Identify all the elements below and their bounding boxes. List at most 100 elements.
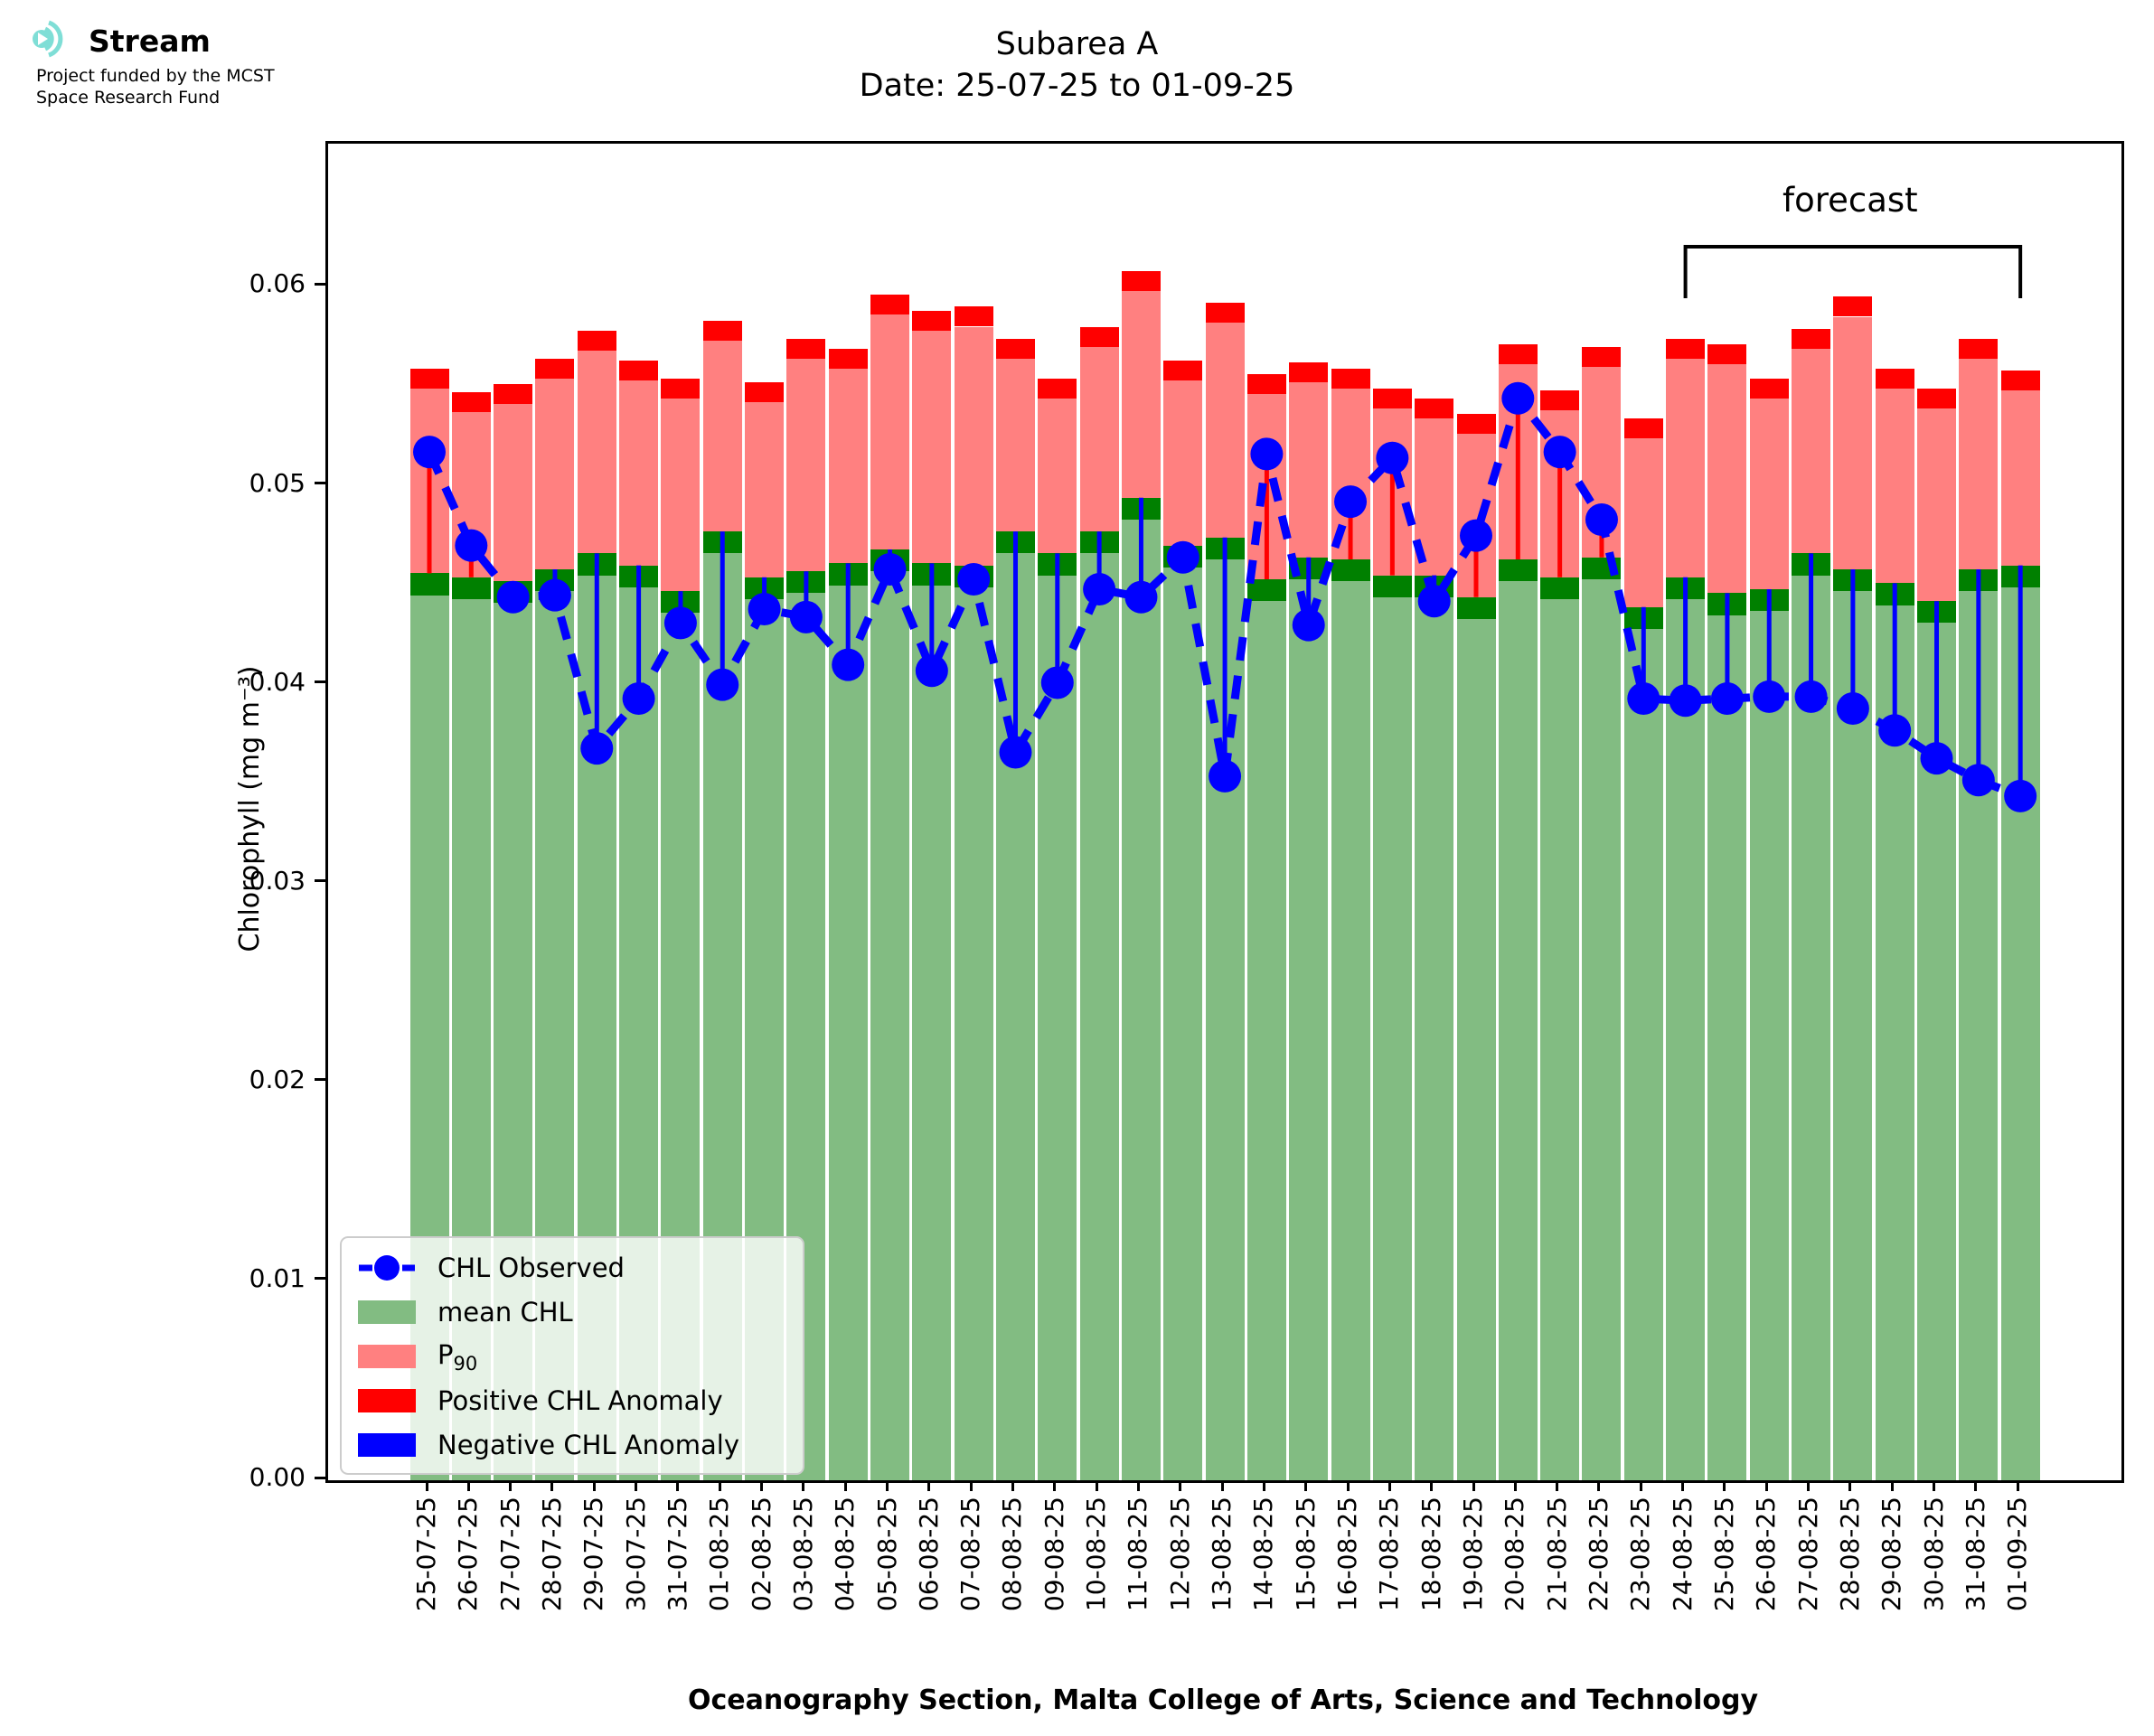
x-tick-label: 17-08-25 — [1374, 1497, 1405, 1612]
series-layer — [413, 245, 2037, 812]
bar-p90 — [1833, 316, 1873, 569]
bar-p90 — [1121, 290, 1161, 498]
x-tick-mark — [1974, 1480, 1978, 1491]
chl-observed-line — [425, 389, 2022, 801]
x-tick-mark — [760, 1480, 764, 1491]
y-tick-label: 0.01 — [249, 1262, 306, 1293]
legend-item-positive-chl-anomaly: Positive CHL Anomaly — [358, 1380, 803, 1422]
x-tick-mark — [969, 1480, 973, 1491]
bar-p90-cap — [1205, 303, 1245, 324]
x-tick-mark — [1387, 1480, 1391, 1491]
bar-p90 — [577, 350, 616, 554]
bar-p90 — [995, 358, 1035, 532]
bar-p90 — [870, 314, 910, 549]
bar-p90-cap — [619, 360, 659, 380]
x-tick-mark — [802, 1480, 805, 1491]
y-tick-mark — [315, 680, 325, 684]
chl-observed-marker — [1669, 684, 1702, 718]
chl-observed-marker — [832, 648, 865, 681]
y-tick-mark — [315, 1078, 325, 1082]
bar-p90 — [1875, 388, 1914, 584]
bar-mean-chl — [1540, 599, 1580, 1480]
chl-observed-marker — [999, 736, 1032, 769]
chl-observed-marker — [1753, 680, 1786, 713]
x-tick-mark — [1723, 1480, 1726, 1491]
bar-p90 — [912, 330, 952, 564]
funding-text: Project funded by the MCST Space Researc… — [36, 65, 275, 108]
bar-mean-chl — [954, 586, 993, 1480]
x-tick-label: 28-07-25 — [536, 1497, 567, 1612]
bar-mean-chl — [1749, 611, 1789, 1480]
y-axis-label: Chlorophyll (mg m⁻³) — [234, 665, 266, 952]
x-tick-mark — [425, 1480, 428, 1491]
chl-observed-marker — [2004, 779, 2037, 812]
chl-observed-marker — [1836, 692, 1869, 726]
chl-observed-marker — [622, 682, 655, 716]
y-tick-mark — [315, 1277, 325, 1281]
chl-observed-marker — [1501, 381, 1535, 415]
x-tick-mark — [592, 1480, 596, 1491]
legend-label: Positive CHL Anomaly — [437, 1385, 723, 1416]
legend-item-chl-observed: CHL Observed — [358, 1247, 803, 1289]
x-tick-label: 31-08-25 — [1960, 1497, 1990, 1612]
bar-p90-cap — [1289, 362, 1329, 383]
bar-p90 — [1079, 346, 1119, 532]
x-tick-label: 14-08-25 — [1248, 1497, 1279, 1612]
chl-observed-marker — [1710, 682, 1744, 716]
chl-observed-marker — [1920, 742, 1953, 775]
bar-mean-chl — [828, 585, 868, 1480]
bar-p90-cap — [1540, 389, 1580, 410]
legend-patch-swatch — [358, 1433, 416, 1457]
legend-line-swatch — [359, 1255, 415, 1281]
x-tick-mark — [1136, 1480, 1140, 1491]
legend-label: Negative CHL Anomaly — [437, 1430, 739, 1460]
chl-observed-marker — [1585, 502, 1618, 536]
funding-line-2: Space Research Fund — [36, 88, 221, 108]
bar-p90 — [1163, 380, 1203, 546]
x-tick-mark — [676, 1480, 680, 1491]
y-tick-label: 0.06 — [249, 268, 306, 299]
bar-p90-cap — [745, 382, 785, 403]
x-tick-mark — [1597, 1480, 1601, 1491]
stream-logo-text: Stream — [89, 23, 211, 59]
bar-mean-chl-cap — [1540, 577, 1580, 600]
bar-p90-cap — [1121, 270, 1161, 291]
x-tick-label: 15-08-25 — [1290, 1497, 1321, 1612]
x-tick-mark — [1179, 1480, 1182, 1491]
x-tick-label: 01-09-25 — [2002, 1497, 2033, 1612]
x-tick-mark — [1095, 1480, 1098, 1491]
chl-observed-marker — [1334, 485, 1368, 519]
bar-p90 — [954, 326, 993, 566]
bar-p90-cap — [2000, 370, 2040, 390]
y-tick-label: 0.00 — [249, 1462, 306, 1492]
legend: CHL Observed mean CHL P90 Positive CHL Anom… — [340, 1236, 804, 1475]
x-tick-label: 08-08-25 — [997, 1497, 1028, 1612]
x-tick-label: 04-08-25 — [830, 1497, 861, 1612]
x-tick-label: 26-08-25 — [1751, 1497, 1782, 1612]
x-tick-label: 12-08-25 — [1164, 1497, 1195, 1612]
funding-line-1: Project funded by the MCST — [36, 66, 275, 86]
x-tick-label: 03-08-25 — [787, 1497, 818, 1612]
chl-observed-marker — [1961, 764, 1995, 797]
bar-p90-cap — [1415, 398, 1454, 418]
bar-p90 — [1623, 437, 1663, 607]
x-tick-label: 16-08-25 — [1332, 1497, 1363, 1612]
chl-observed-marker — [1292, 608, 1325, 642]
bar-mean-chl — [1415, 596, 1454, 1480]
x-tick-label: 26-07-25 — [453, 1497, 484, 1612]
x-tick-mark — [718, 1480, 721, 1491]
bar-p90-cap — [1582, 346, 1622, 367]
bar-p90-cap — [1917, 388, 1957, 408]
x-tick-mark — [1346, 1480, 1350, 1491]
bar-p90 — [745, 402, 785, 577]
x-tick-mark — [1513, 1480, 1517, 1491]
bar-p90 — [1707, 364, 1747, 594]
bar-p90 — [1959, 358, 1999, 569]
x-tick-label: 27-08-25 — [1792, 1497, 1823, 1612]
x-tick-mark — [509, 1480, 513, 1491]
bar-mean-chl — [1121, 519, 1161, 1480]
x-tick-label: 19-08-25 — [1458, 1497, 1488, 1612]
x-tick-mark — [1556, 1480, 1559, 1491]
x-tick-label: 13-08-25 — [1207, 1497, 1237, 1612]
chl-observed-marker — [706, 668, 739, 701]
